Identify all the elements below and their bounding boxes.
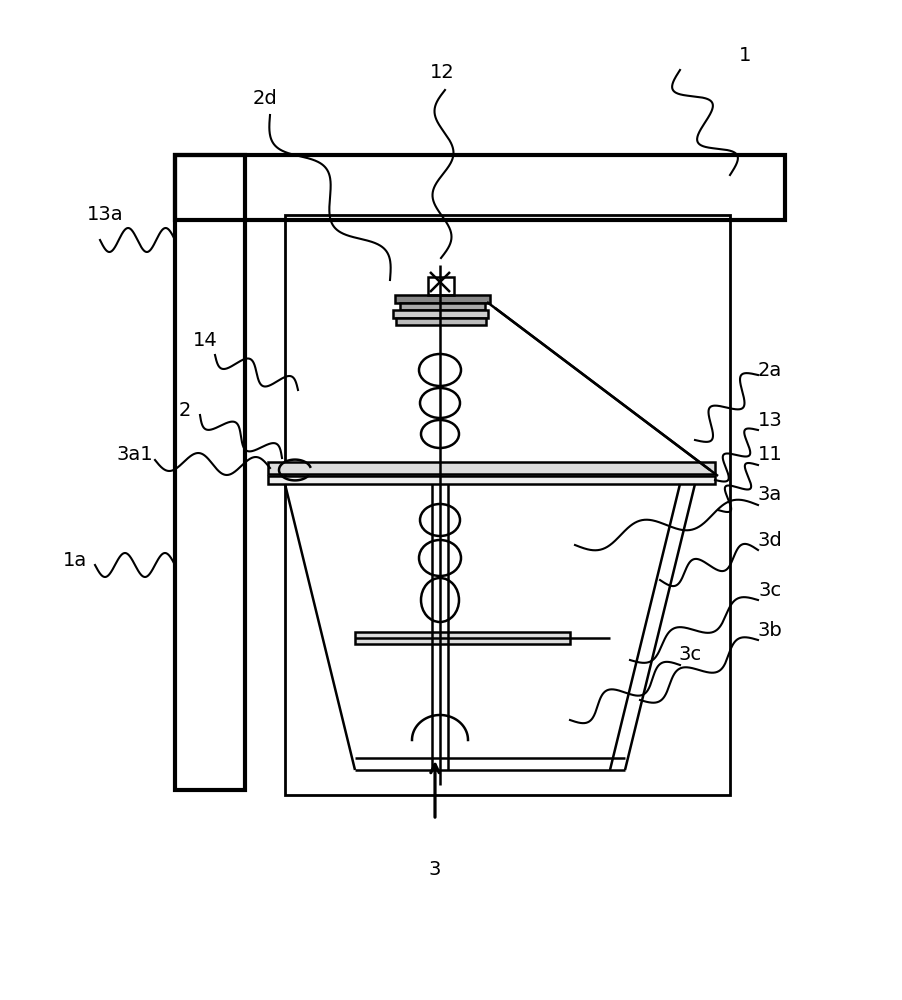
Text: 2d: 2d: [253, 89, 277, 108]
Text: 3c: 3c: [758, 580, 781, 599]
Bar: [400, 303, 484, 310]
Text: 13: 13: [757, 410, 781, 430]
Text: 1: 1: [738, 46, 750, 65]
Bar: [175, 155, 784, 220]
Text: 2a: 2a: [757, 360, 781, 379]
Text: 3b: 3b: [757, 620, 781, 640]
Bar: [428, 277, 454, 295]
Text: 12: 12: [429, 63, 454, 82]
Text: 3a: 3a: [757, 486, 781, 504]
Bar: [285, 215, 729, 795]
Ellipse shape: [419, 540, 461, 576]
Bar: [396, 318, 485, 325]
Text: 3c: 3c: [677, 646, 701, 664]
Text: 3: 3: [428, 860, 441, 879]
Ellipse shape: [420, 578, 458, 622]
Text: 13a: 13a: [87, 206, 124, 225]
Bar: [268, 462, 714, 474]
Text: 14: 14: [192, 330, 217, 350]
Text: 11: 11: [757, 446, 781, 464]
Text: 1a: 1a: [63, 550, 87, 570]
Bar: [354, 632, 569, 644]
Bar: [175, 155, 244, 790]
Text: 2: 2: [179, 400, 191, 420]
Ellipse shape: [419, 388, 459, 418]
Bar: [394, 295, 490, 303]
Text: 3a1: 3a1: [116, 446, 153, 464]
Ellipse shape: [419, 504, 459, 536]
Ellipse shape: [420, 420, 458, 448]
Bar: [392, 310, 487, 318]
Text: 3d: 3d: [757, 530, 781, 550]
Ellipse shape: [419, 354, 461, 386]
Bar: [268, 476, 714, 484]
